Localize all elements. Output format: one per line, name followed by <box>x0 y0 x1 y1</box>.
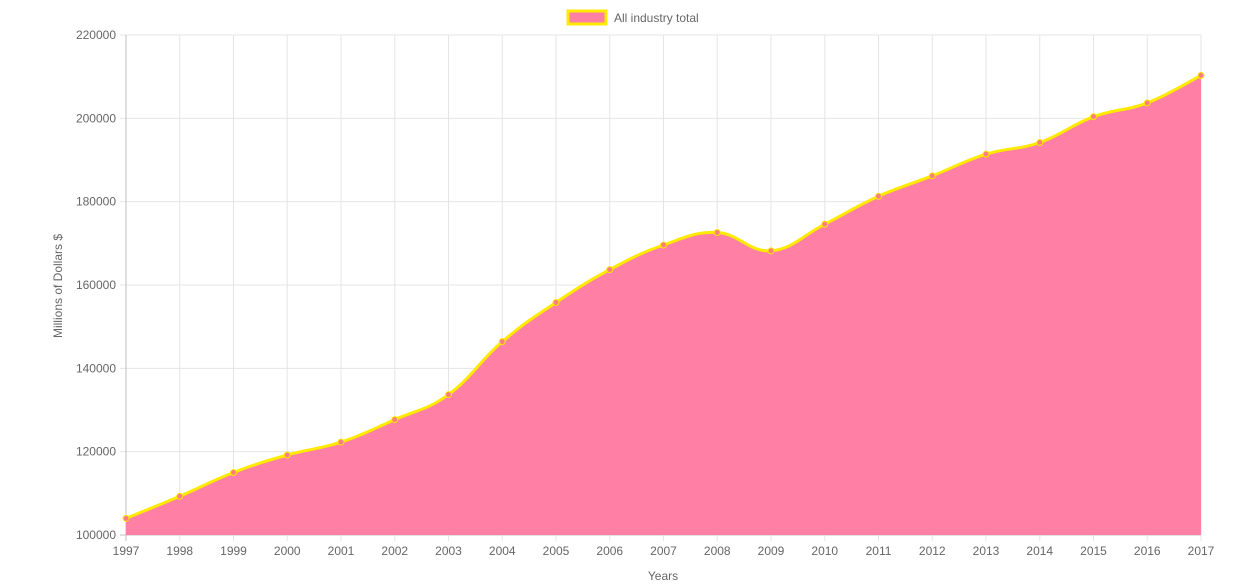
data-point[interactable] <box>767 247 775 255</box>
data-point[interactable] <box>230 469 237 476</box>
data-point[interactable] <box>552 299 560 306</box>
x-tick-label: 2013 <box>973 544 1000 558</box>
legend[interactable]: All industry total <box>566 9 699 26</box>
data-point[interactable] <box>1143 99 1151 107</box>
data-point[interactable] <box>1090 113 1097 121</box>
x-tick-label: 2001 <box>328 544 355 558</box>
data-point[interactable] <box>606 266 614 274</box>
data-point[interactable] <box>713 229 721 236</box>
y-axis-ticks: 100000 120000 140000 160000 180000 200000 2200… <box>76 28 116 542</box>
y-tick-label: 200000 <box>76 111 116 125</box>
x-tick-label: 1999 <box>220 544 247 558</box>
y-tick-label: 100000 <box>76 528 116 542</box>
x-axis-title: Years <box>648 569 678 583</box>
x-tick-label: 2015 <box>1080 544 1107 558</box>
x-tick-label: 2004 <box>489 544 516 558</box>
y-tick-label: 120000 <box>76 445 116 459</box>
data-point[interactable] <box>337 438 345 446</box>
data-point[interactable] <box>445 391 452 399</box>
data-point[interactable] <box>875 192 882 200</box>
legend-label: All industry total <box>614 11 699 25</box>
y-tick-label: 220000 <box>76 28 116 42</box>
x-tick-label: 2017 <box>1188 544 1215 558</box>
data-point[interactable] <box>928 172 936 180</box>
x-tick-label: 2002 <box>381 544 408 558</box>
data-point[interactable] <box>982 150 990 158</box>
data-point[interactable] <box>176 492 184 500</box>
x-tick-label: 2016 <box>1134 544 1161 558</box>
data-point[interactable] <box>498 338 506 346</box>
x-axis-ticks: 1997 1998 1999 2000 2001 2002 2003 2004 2005 2006… <box>113 544 1215 558</box>
data-point[interactable] <box>283 451 291 459</box>
x-tick-label: 2008 <box>704 544 731 558</box>
data-point[interactable] <box>821 220 829 228</box>
legend-swatch <box>566 9 608 26</box>
x-tick-label: 2009 <box>758 544 785 558</box>
data-point[interactable] <box>1197 71 1205 79</box>
data-points <box>122 71 1205 522</box>
x-tick-label: 2014 <box>1026 544 1053 558</box>
x-tick-label: 2000 <box>274 544 301 558</box>
x-tick-label: 2010 <box>811 544 838 558</box>
x-tick-label: 2006 <box>596 544 623 558</box>
x-tick-label: 2007 <box>650 544 677 558</box>
y-tick-label: 160000 <box>76 278 116 292</box>
data-point[interactable] <box>660 241 667 249</box>
x-tick-label: 2005 <box>543 544 570 558</box>
data-point[interactable] <box>122 514 130 522</box>
x-tick-label: 1997 <box>113 544 140 558</box>
y-tick-label: 140000 <box>76 361 116 375</box>
y-tick-label: 180000 <box>76 195 116 209</box>
x-tick-label: 2011 <box>866 544 892 558</box>
data-point[interactable] <box>391 416 399 424</box>
y-axis-title: Millions of Dollars $ <box>51 234 65 338</box>
x-tick-label: 2003 <box>435 544 462 558</box>
data-point[interactable] <box>1036 139 1044 146</box>
x-tick-label: 1998 <box>166 544 193 558</box>
x-tick-label: 2012 <box>919 544 946 558</box>
